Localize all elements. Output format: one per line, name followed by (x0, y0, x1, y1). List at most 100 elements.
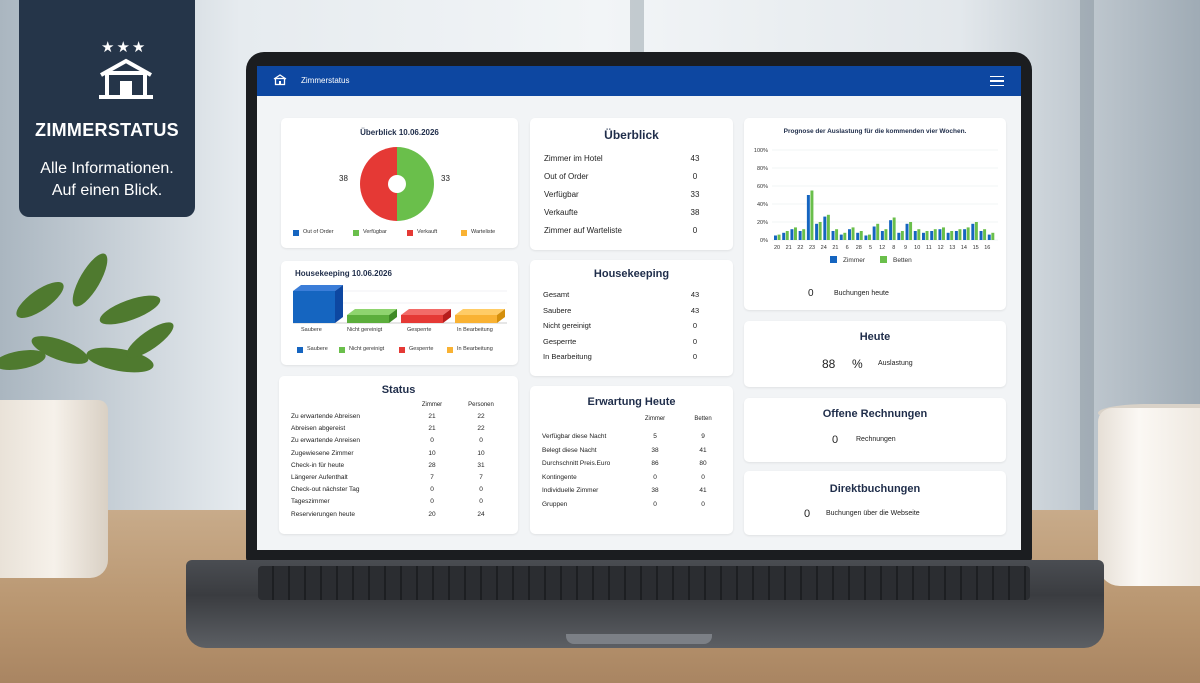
bar-zimmer (897, 232, 901, 240)
overview-row-label: Out of Order (544, 172, 589, 181)
invoices-card[interactable]: Offene Rechnungen 0 Rechnungen (744, 398, 1006, 462)
bar-betten (777, 234, 781, 240)
status-row-persons: 24 (477, 510, 485, 518)
status-row-persons: 0 (479, 486, 483, 494)
expect-row-rooms: 0 (653, 473, 657, 481)
housekeeping-row-value: 43 (690, 305, 700, 315)
x-tick-label: 24 (821, 245, 827, 251)
bar-betten (868, 234, 871, 240)
x-tick-label: 12 (879, 245, 885, 251)
bar-betten (958, 229, 962, 240)
bar-category-label: Saubere (301, 327, 322, 333)
coffee-cup (1098, 408, 1200, 586)
badge-tagline-1: Alle Informationen. (40, 160, 174, 177)
housekeeping-chart-title: Housekeeping 10.06.2026 (295, 269, 392, 278)
bar-zimmer (930, 231, 934, 240)
bar-betten (925, 231, 929, 240)
hotel-icon (99, 58, 153, 99)
legend-label: Warteliste (471, 229, 496, 235)
status-row-rooms: 0 (430, 437, 434, 445)
laptop-touchpad-edge (566, 634, 712, 644)
x-tick-label: 8 (892, 245, 895, 251)
bookings-today-label: Buchungen heute (834, 290, 889, 297)
hotel-icon[interactable] (273, 74, 287, 86)
status-row-persons: 22 (477, 413, 485, 420)
bar-betten (950, 231, 954, 240)
bar-betten (810, 190, 814, 240)
overview-card: Überblick Zimmer im Hotel 43 Out of Order 0… (530, 118, 733, 250)
x-tick-label: 10 (914, 245, 920, 251)
invoices-label: Rechnungen (856, 436, 896, 443)
expect-row-beds: 80 (699, 460, 707, 467)
overview-row-value: 0 (692, 226, 698, 235)
bar-betten (859, 231, 863, 240)
overview-row-value: 38 (690, 208, 700, 217)
x-tick-label: 16 (984, 245, 990, 251)
laptop-screen: Zimmerstatus Überblick 10.06.2026 38 33 … (257, 66, 1021, 550)
legend-label: Saubere (307, 346, 328, 352)
expect-row-label: Verfügbar diese Nacht (542, 433, 607, 440)
legend-swatch-verfuegbar (353, 230, 359, 236)
bar-betten (835, 229, 839, 240)
y-tick-label: 40% (757, 202, 768, 208)
bar-zimmer (889, 220, 893, 240)
hamburger-icon[interactable] (990, 76, 1004, 86)
forecast-bar-chart: 100% 80% 60% 40% 20% 0% 20 21 22 23 24 21 6 28 5 12 8 9 10… (754, 148, 998, 264)
status-col-persons: Personen (468, 402, 494, 408)
y-tick-label: 100% (754, 148, 768, 154)
legend-label: Out of Order (303, 229, 334, 235)
legend-label: Betten (893, 257, 912, 264)
bar-betten (983, 229, 987, 240)
badge-tagline-2: Auf einen Blick. (51, 182, 163, 199)
y-tick-label: 80% (757, 166, 768, 172)
status-row-persons: 0 (479, 437, 483, 445)
expect-row-label: Belegt diese Nacht (542, 446, 597, 454)
housekeeping-row-value: 43 (690, 290, 700, 299)
bar-betten (785, 231, 789, 240)
status-row-persons: 10 (477, 449, 485, 457)
pie-slice-verfuegbar (397, 147, 434, 221)
x-tick-label: 11 (926, 245, 932, 251)
x-tick-label: 21 (786, 245, 792, 251)
status-row-label: Zu erwartende Abreisen (291, 413, 361, 420)
housekeeping-bar-chart (293, 285, 507, 324)
bookings-today-value: 0 (808, 288, 814, 299)
x-tick-label: 5 (869, 245, 872, 251)
status-row-label: Längerer Aufenthalt (291, 474, 348, 481)
x-tick-label: 15 (973, 245, 979, 251)
bar-betten (884, 229, 888, 240)
expect-row-beds: 41 (699, 487, 707, 494)
direct-bookings-card[interactable]: Direktbuchungen 0 Buchungen über die Web… (744, 471, 1006, 535)
status-row-persons: 0 (479, 498, 483, 506)
overview-row-label: Zimmer auf Warteliste (544, 226, 622, 235)
bar-zimmer (963, 229, 967, 240)
overview-row-value: 43 (690, 154, 700, 163)
bar-betten (851, 227, 855, 240)
x-tick-label: 13 (949, 245, 955, 251)
expect-row-beds: 41 (699, 446, 707, 454)
bar-zimmer (971, 223, 975, 240)
invoices-title: Offene Rechnungen (822, 408, 928, 420)
legend-swatch-out-of-order (293, 230, 299, 236)
promo-badge: ★★★ ZIMMERSTATUS Alle Informationen. Auf… (19, 0, 195, 217)
occupancy-pie-chart (360, 147, 434, 221)
status-row-label: Check-in für heute (291, 461, 345, 469)
status-row-label: Zugewiesene Zimmer (291, 449, 354, 457)
bar-zimmer (839, 234, 843, 240)
status-row-label: Reservierungen heute (291, 510, 355, 518)
legend-label: Gesperrte (409, 346, 434, 352)
housekeeping-row-label: Nicht gereinigt (543, 321, 591, 330)
bar-zimmer (954, 231, 958, 240)
overview-row-label: Verkaufte (544, 208, 578, 217)
status-row-persons: 22 (477, 425, 485, 433)
window-frame (1080, 0, 1094, 520)
badge-title: ZIMMERSTATUS (35, 120, 179, 140)
bar-zimmer (979, 231, 983, 240)
bar-betten (942, 227, 945, 240)
expect-row-beds: 0 (701, 473, 705, 481)
expect-col-beds: Betten (694, 416, 712, 422)
status-row-persons: 7 (479, 474, 483, 481)
occupancy-value: 88 (822, 357, 836, 371)
legend-swatch-verkauft (407, 230, 413, 236)
legend-swatch-betten (880, 256, 887, 263)
